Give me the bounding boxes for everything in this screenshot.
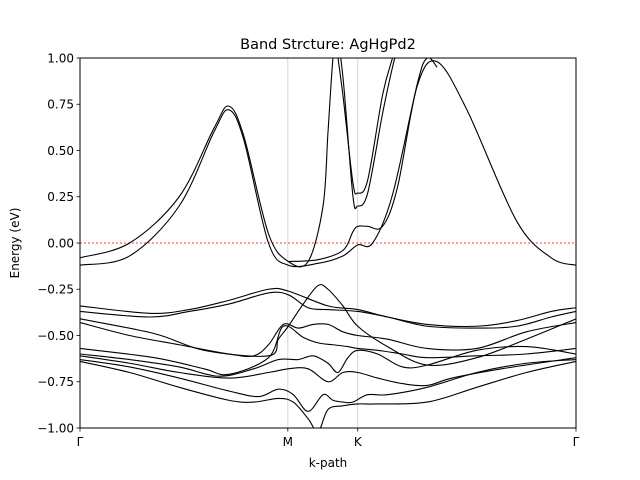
y-axis-label: Energy (eV) <box>8 208 22 279</box>
bands <box>80 58 576 428</box>
band-line-8 <box>80 284 576 367</box>
y-tick-label-4: 0.00 <box>47 236 74 250</box>
band-line-6 <box>80 291 576 329</box>
band-line-11 <box>80 355 576 387</box>
chart-title: Band Strcture: AgHgPd2 <box>240 37 416 53</box>
y-tick-label-7: 0.75 <box>47 98 74 112</box>
y-tick-label-6: 0.50 <box>47 144 74 158</box>
band-line-7 <box>80 322 576 358</box>
band-line-3 <box>340 58 396 210</box>
x-tick-label-0: Γ <box>77 435 84 449</box>
y-tick-label-8: 1.00 <box>47 51 74 65</box>
y-tick-label-3: −0.25 <box>37 283 74 297</box>
x-tick-label-1: M <box>283 435 293 449</box>
band-line-9 <box>80 325 576 376</box>
high-symmetry-lines <box>287 58 359 428</box>
y-ticks: −1.00 −0.75 −0.50 −0.25 0.00 0.25 0.50 0.75 1.00 <box>37 51 80 435</box>
band-line-5 <box>80 287 576 327</box>
y-tick-label-5: 0.25 <box>47 190 74 204</box>
y-tick-label-0: −1.00 <box>37 421 74 435</box>
x-tick-label-3: Γ <box>573 435 580 449</box>
x-axis-label: k-path <box>309 456 348 470</box>
x-tick-label-2: K <box>354 435 363 449</box>
y-tick-label-1: −0.75 <box>37 375 74 389</box>
band-line-12 <box>80 359 576 412</box>
y-tick-label-2: −0.50 <box>37 329 74 343</box>
band-line-4 <box>288 60 576 266</box>
band-line-13 <box>80 360 576 428</box>
band-line-0 <box>80 58 334 268</box>
band-line-10 <box>80 345 576 377</box>
band-line-2 <box>337 58 394 195</box>
band-line-1 <box>80 58 438 268</box>
